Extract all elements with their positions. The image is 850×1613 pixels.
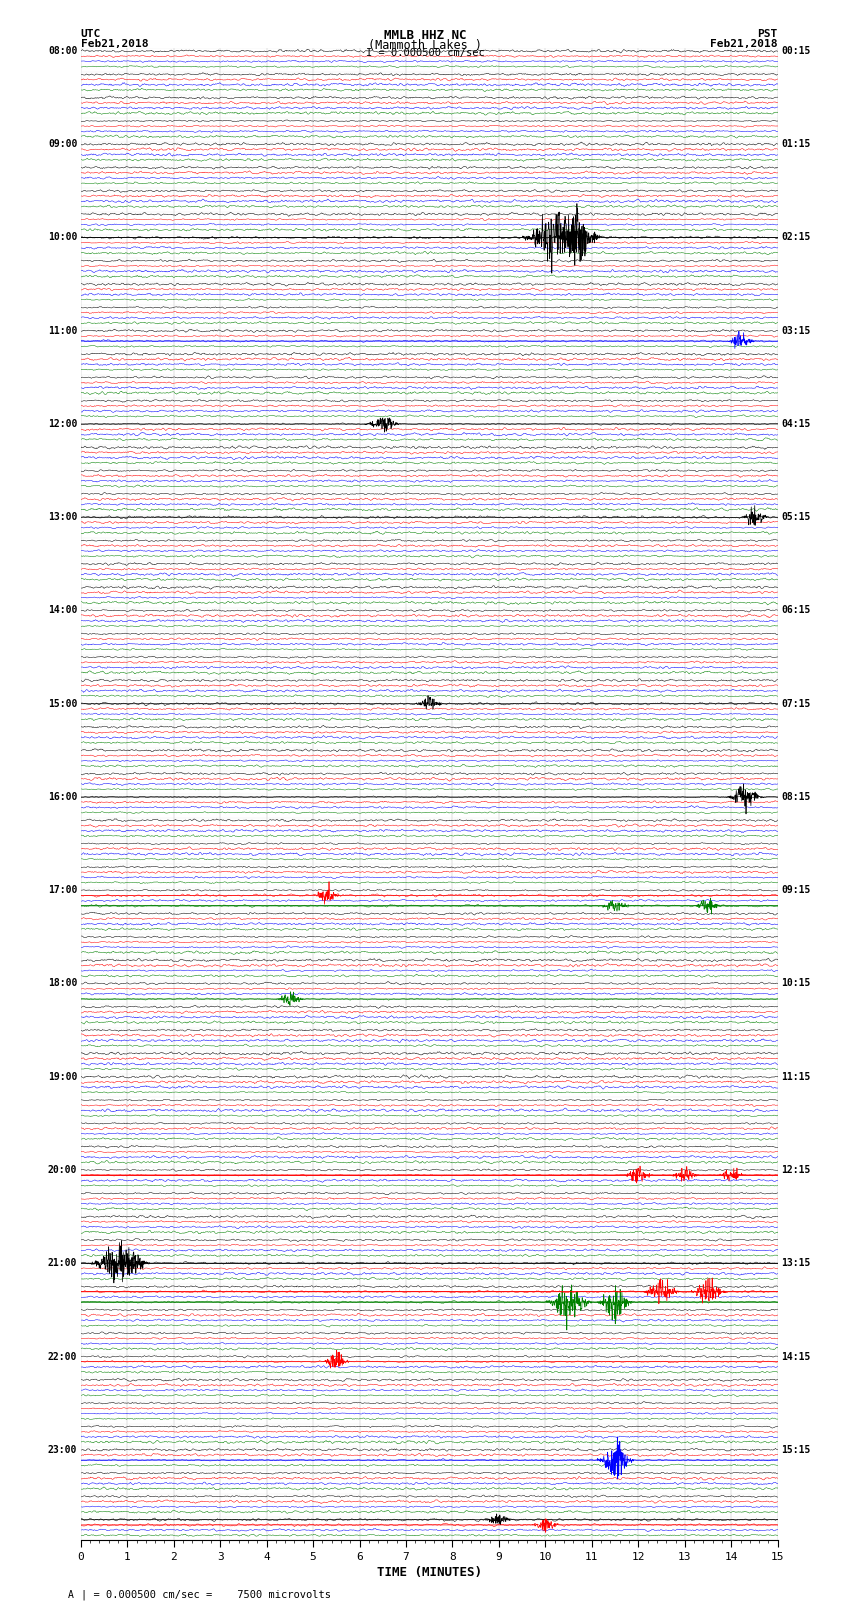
Text: 14:15: 14:15 — [781, 1352, 811, 1361]
Text: 18:00: 18:00 — [48, 979, 77, 989]
Text: 08:15: 08:15 — [781, 792, 811, 802]
Text: 02:15: 02:15 — [781, 232, 811, 242]
Text: 11:00: 11:00 — [48, 326, 77, 336]
Text: 07:15: 07:15 — [781, 698, 811, 708]
Text: PST: PST — [757, 29, 778, 39]
Text: MMLB HHZ NC: MMLB HHZ NC — [383, 29, 467, 42]
Text: 09:00: 09:00 — [48, 139, 77, 150]
Text: 03:15: 03:15 — [781, 326, 811, 336]
Text: 04:15: 04:15 — [781, 419, 811, 429]
Text: 13:00: 13:00 — [48, 513, 77, 523]
Text: 00:15: 00:15 — [781, 47, 811, 56]
Text: 12:00: 12:00 — [48, 419, 77, 429]
Text: | = 0.000500 cm/sec =    7500 microvolts: | = 0.000500 cm/sec = 7500 microvolts — [81, 1589, 331, 1600]
Text: 01:15: 01:15 — [781, 139, 811, 150]
Text: 06:15: 06:15 — [781, 605, 811, 616]
Text: 22:00: 22:00 — [48, 1352, 77, 1361]
Text: 15:00: 15:00 — [48, 698, 77, 708]
Text: (Mammoth Lakes ): (Mammoth Lakes ) — [368, 39, 482, 52]
Text: Feb21,2018: Feb21,2018 — [81, 39, 148, 48]
Text: 10:15: 10:15 — [781, 979, 811, 989]
Text: 10:00: 10:00 — [48, 232, 77, 242]
Text: 14:00: 14:00 — [48, 605, 77, 616]
Text: I = 0.000500 cm/sec: I = 0.000500 cm/sec — [366, 48, 484, 58]
Text: 20:00: 20:00 — [48, 1165, 77, 1174]
X-axis label: TIME (MINUTES): TIME (MINUTES) — [377, 1566, 482, 1579]
Text: 16:00: 16:00 — [48, 792, 77, 802]
Text: 12:15: 12:15 — [781, 1165, 811, 1174]
Text: 21:00: 21:00 — [48, 1258, 77, 1268]
Text: 19:00: 19:00 — [48, 1071, 77, 1082]
Text: 09:15: 09:15 — [781, 886, 811, 895]
Text: 08:00: 08:00 — [48, 47, 77, 56]
Text: Feb21,2018: Feb21,2018 — [711, 39, 778, 48]
Text: 13:15: 13:15 — [781, 1258, 811, 1268]
Text: 23:00: 23:00 — [48, 1445, 77, 1455]
Text: A: A — [68, 1590, 74, 1600]
Text: 17:00: 17:00 — [48, 886, 77, 895]
Text: 15:15: 15:15 — [781, 1445, 811, 1455]
Text: 11:15: 11:15 — [781, 1071, 811, 1082]
Text: UTC: UTC — [81, 29, 101, 39]
Text: 05:15: 05:15 — [781, 513, 811, 523]
